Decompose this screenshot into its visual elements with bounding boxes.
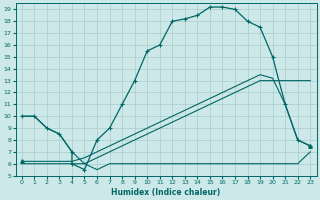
X-axis label: Humidex (Indice chaleur): Humidex (Indice chaleur)	[111, 188, 221, 197]
